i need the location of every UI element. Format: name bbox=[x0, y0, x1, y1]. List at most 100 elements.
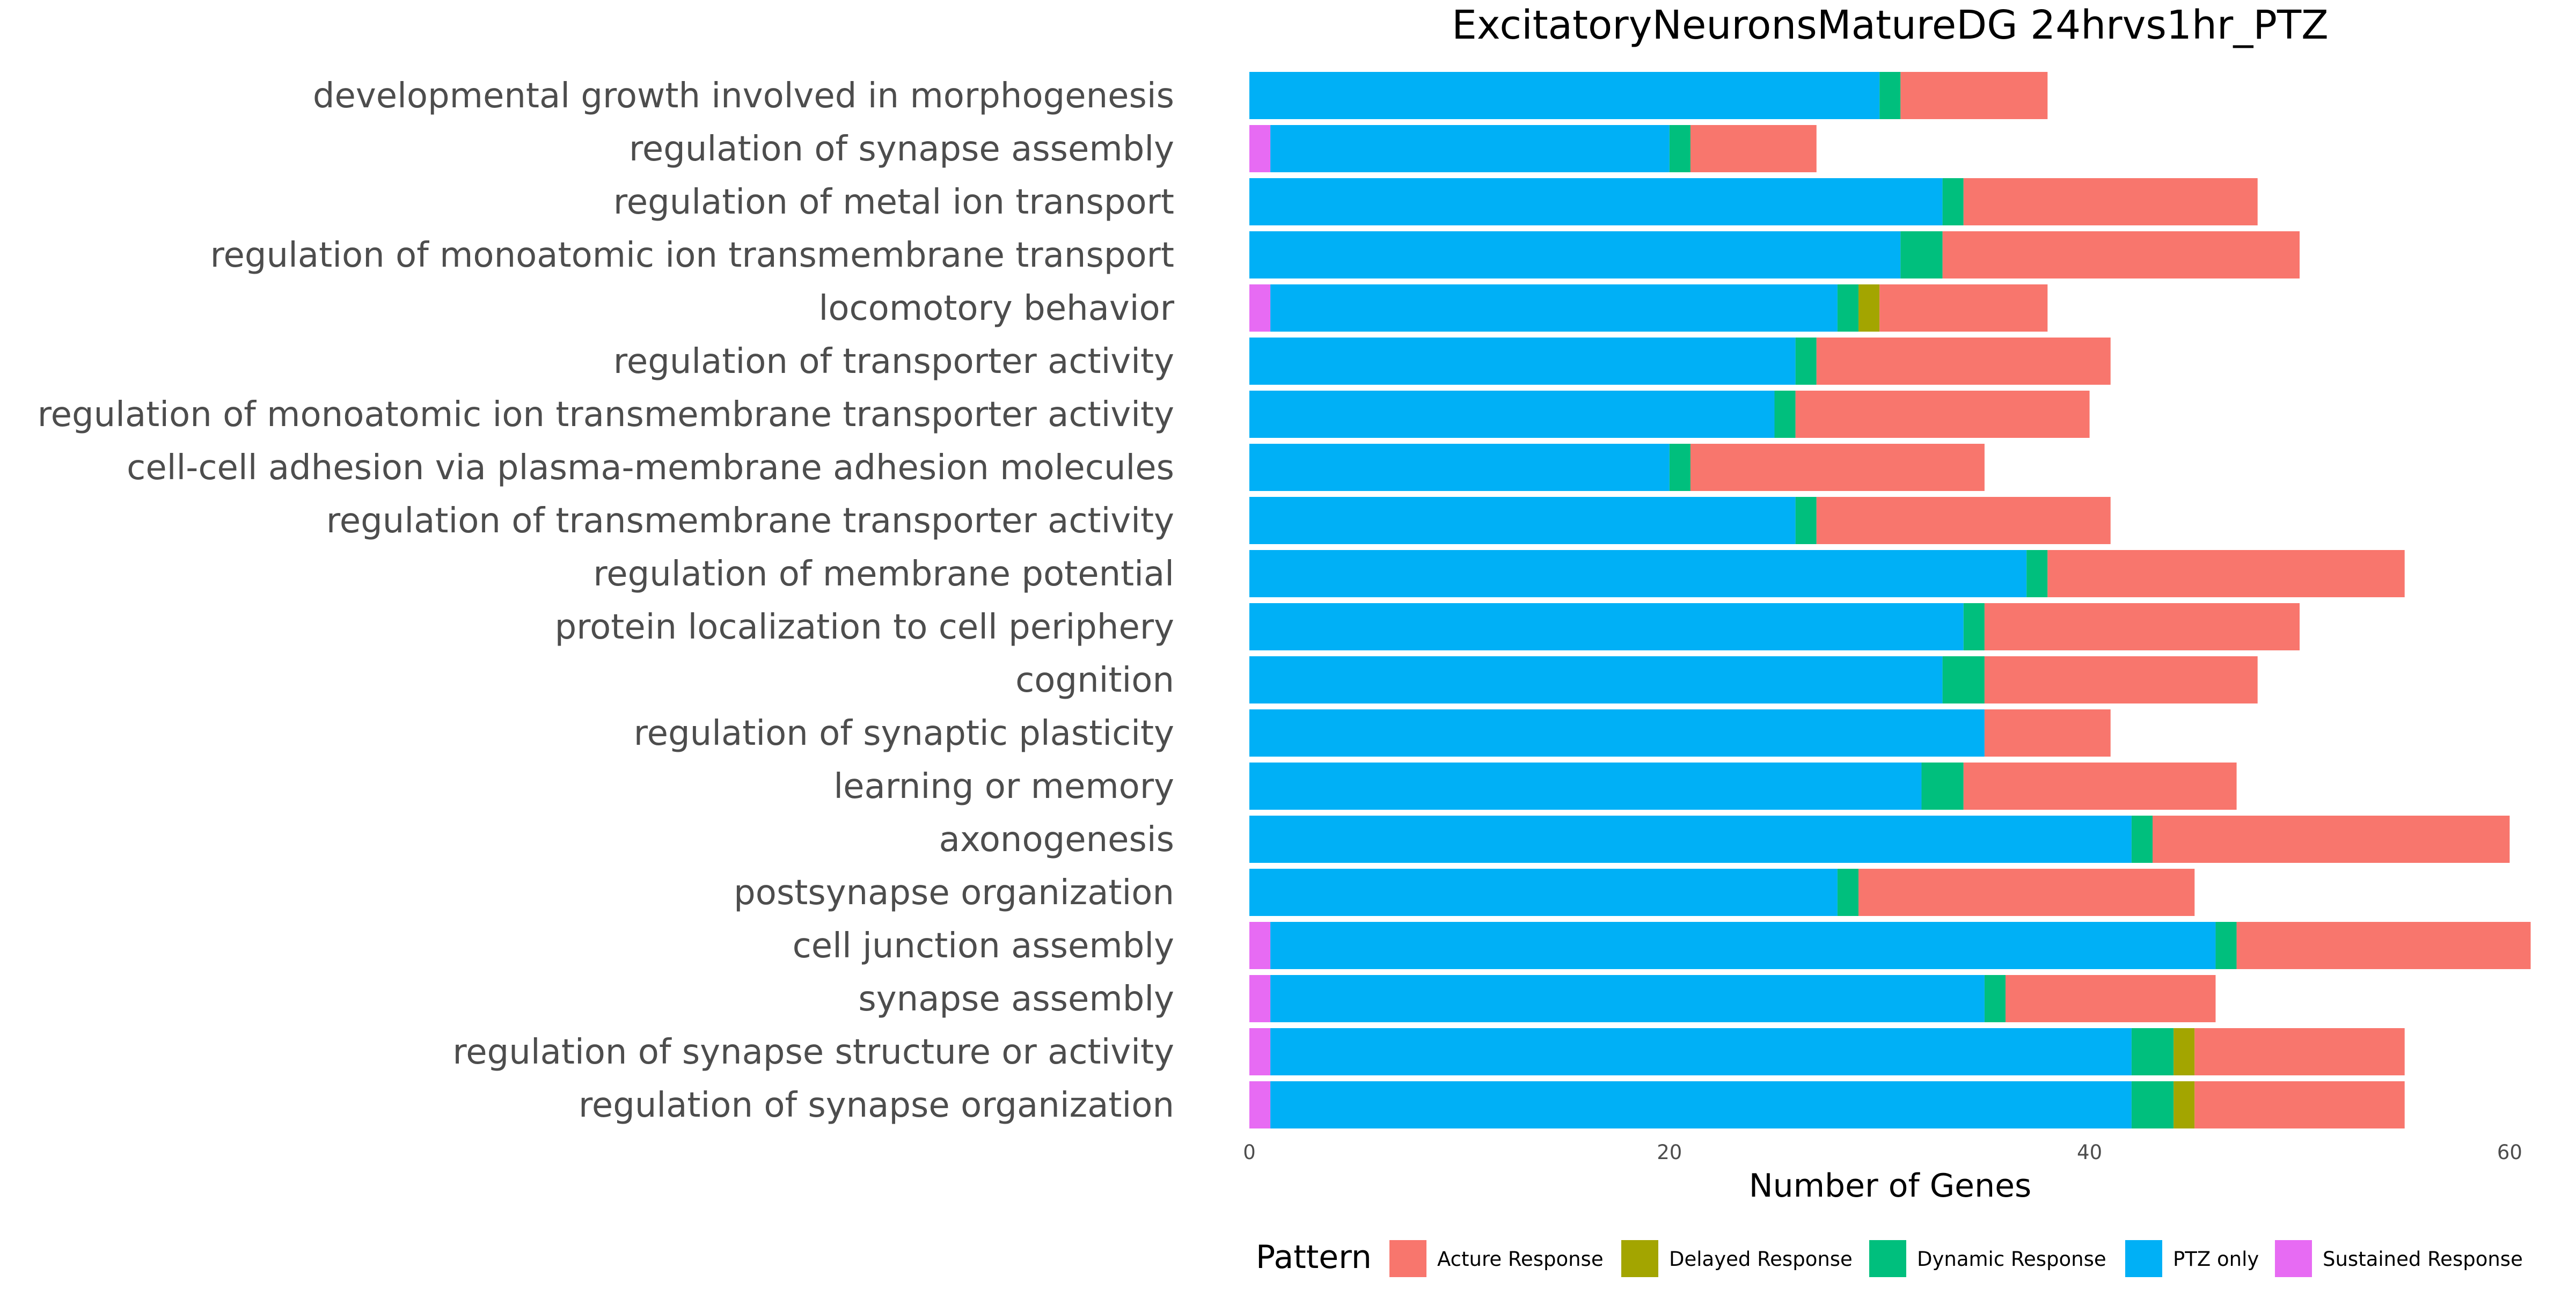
bar-sustained-response-18 bbox=[1249, 975, 1271, 1022]
bar-sustained-response-17 bbox=[1249, 922, 1271, 969]
bar-delayed-response-20 bbox=[2174, 1081, 2195, 1128]
bar-sustained-response-2 bbox=[1249, 125, 1271, 172]
bar-acture-response-1 bbox=[1900, 72, 2048, 119]
legend-label-dynamic-response: Dynamic Response bbox=[1917, 1248, 2106, 1271]
legend: Pattern Acture Response Delayed Response D… bbox=[1256, 1238, 2523, 1277]
bar-acture-response-11 bbox=[1984, 603, 2300, 650]
bar-ptz-only-16 bbox=[1249, 869, 1838, 916]
bar-ptz-only-19 bbox=[1270, 1028, 2132, 1075]
category-label: locomotory behavior bbox=[819, 289, 1175, 328]
bar-ptz-only-3 bbox=[1249, 178, 1943, 225]
bar-dynamic-response-3 bbox=[1942, 178, 1964, 225]
bar-delayed-response-5 bbox=[1858, 284, 1880, 332]
bar-dynamic-response-14 bbox=[1921, 763, 1964, 810]
category-label: regulation of metal ion transport bbox=[613, 182, 1174, 222]
x-axis: 0 20 40 60 bbox=[1243, 1141, 2522, 1164]
bar-ptz-only-7 bbox=[1249, 391, 1775, 438]
bar-ptz-only-11 bbox=[1249, 603, 1964, 650]
bar-ptz-only-10 bbox=[1249, 550, 2027, 597]
bar-dynamic-response-20 bbox=[2131, 1081, 2174, 1128]
bar-acture-response-15 bbox=[2153, 816, 2510, 863]
category-label: cell-cell adhesion via plasma-membrane a… bbox=[127, 448, 1174, 488]
legend-label-delayed-response: Delayed Response bbox=[1669, 1248, 1853, 1271]
bar-acture-response-2 bbox=[1690, 125, 1817, 172]
legend-title: Pattern bbox=[1256, 1238, 1372, 1276]
bar-ptz-only-14 bbox=[1249, 763, 1922, 810]
bar-acture-response-9 bbox=[1816, 497, 2111, 544]
bar-dynamic-response-17 bbox=[2215, 922, 2237, 969]
bar-ptz-only-5 bbox=[1270, 284, 1838, 332]
category-label: regulation of transmembrane transporter … bbox=[326, 501, 1174, 541]
bar-acture-response-16 bbox=[1858, 869, 2195, 916]
chart-title: ExcitatoryNeuronsMatureDG 24hrvs1hr_PTZ bbox=[1452, 2, 2329, 48]
category-label: cognition bbox=[1015, 661, 1174, 700]
bar-acture-response-6 bbox=[1816, 338, 2111, 385]
bar-ptz-only-12 bbox=[1249, 656, 1943, 703]
bar-dynamic-response-9 bbox=[1795, 497, 1817, 544]
bar-acture-response-8 bbox=[1690, 444, 1985, 491]
category-label: cell junction assembly bbox=[793, 926, 1174, 966]
category-label: regulation of synapse organization bbox=[579, 1086, 1174, 1125]
bar-acture-response-20 bbox=[2194, 1081, 2405, 1128]
bar-dynamic-response-11 bbox=[1963, 603, 1985, 650]
category-label: regulation of membrane potential bbox=[593, 554, 1174, 594]
bars-layer bbox=[1249, 72, 2531, 1128]
category-label: developmental growth involved in morphog… bbox=[313, 76, 1174, 116]
bar-acture-response-12 bbox=[1984, 656, 2258, 703]
bar-sustained-response-20 bbox=[1249, 1081, 1271, 1128]
bar-ptz-only-13 bbox=[1249, 709, 1985, 757]
bar-acture-response-14 bbox=[1963, 763, 2237, 810]
legend-key-delayed-response bbox=[1621, 1240, 1658, 1277]
bar-dynamic-response-5 bbox=[1837, 284, 1859, 332]
x-tick-label: 20 bbox=[1657, 1141, 1682, 1164]
legend-label-sustained-response: Sustained Response bbox=[2323, 1248, 2523, 1271]
bar-ptz-only-8 bbox=[1249, 444, 1670, 491]
bar-dynamic-response-18 bbox=[1984, 975, 2006, 1022]
legend-key-dynamic-response bbox=[1869, 1240, 1906, 1277]
bar-acture-response-19 bbox=[2194, 1028, 2405, 1075]
category-labels: developmental growth involved in morphog… bbox=[38, 76, 1175, 1125]
bar-ptz-only-1 bbox=[1249, 72, 1880, 119]
bar-sustained-response-19 bbox=[1249, 1028, 1271, 1075]
bar-dynamic-response-12 bbox=[1942, 656, 1985, 703]
bar-dynamic-response-6 bbox=[1795, 338, 1817, 385]
category-label: postsynapse organization bbox=[734, 873, 1174, 913]
bar-ptz-only-17 bbox=[1270, 922, 2216, 969]
bar-ptz-only-6 bbox=[1249, 338, 1796, 385]
bar-acture-response-4 bbox=[1942, 231, 2300, 278]
bar-dynamic-response-2 bbox=[1669, 125, 1690, 172]
bar-ptz-only-2 bbox=[1270, 125, 1670, 172]
bar-dynamic-response-10 bbox=[2026, 550, 2048, 597]
bar-acture-response-13 bbox=[1984, 709, 2111, 757]
bar-dynamic-response-8 bbox=[1669, 444, 1690, 491]
legend-key-sustained-response bbox=[2275, 1240, 2312, 1277]
category-label: axonogenesis bbox=[939, 820, 1174, 860]
bar-delayed-response-19 bbox=[2174, 1028, 2195, 1075]
bar-ptz-only-20 bbox=[1270, 1081, 2132, 1128]
bar-dynamic-response-1 bbox=[1879, 72, 1901, 119]
bar-ptz-only-15 bbox=[1249, 816, 2132, 863]
x-axis-title: Number of Genes bbox=[1749, 1167, 2032, 1205]
legend-key-acture-response bbox=[1389, 1240, 1426, 1277]
legend-label-acture-response: Acture Response bbox=[1437, 1248, 1604, 1271]
bar-ptz-only-4 bbox=[1249, 231, 1901, 278]
category-label: regulation of synaptic plasticity bbox=[634, 714, 1174, 753]
bar-ptz-only-9 bbox=[1249, 497, 1796, 544]
x-tick-label: 0 bbox=[1243, 1141, 1256, 1164]
bar-acture-response-18 bbox=[2006, 975, 2216, 1022]
bar-dynamic-response-7 bbox=[1774, 391, 1796, 438]
bar-sustained-response-5 bbox=[1249, 284, 1271, 332]
bar-dynamic-response-4 bbox=[1900, 231, 1943, 278]
bar-ptz-only-18 bbox=[1270, 975, 1985, 1022]
x-tick-label: 60 bbox=[2497, 1141, 2522, 1164]
bar-dynamic-response-19 bbox=[2131, 1028, 2174, 1075]
category-label: regulation of synapse structure or activ… bbox=[452, 1032, 1174, 1072]
bar-acture-response-5 bbox=[1879, 284, 2048, 332]
category-label: protein localization to cell periphery bbox=[555, 607, 1174, 647]
legend-label-ptz-only: PTZ only bbox=[2173, 1248, 2259, 1271]
bar-acture-response-17 bbox=[2236, 922, 2531, 969]
category-label: regulation of synapse assembly bbox=[629, 129, 1174, 169]
bar-acture-response-10 bbox=[2047, 550, 2405, 597]
